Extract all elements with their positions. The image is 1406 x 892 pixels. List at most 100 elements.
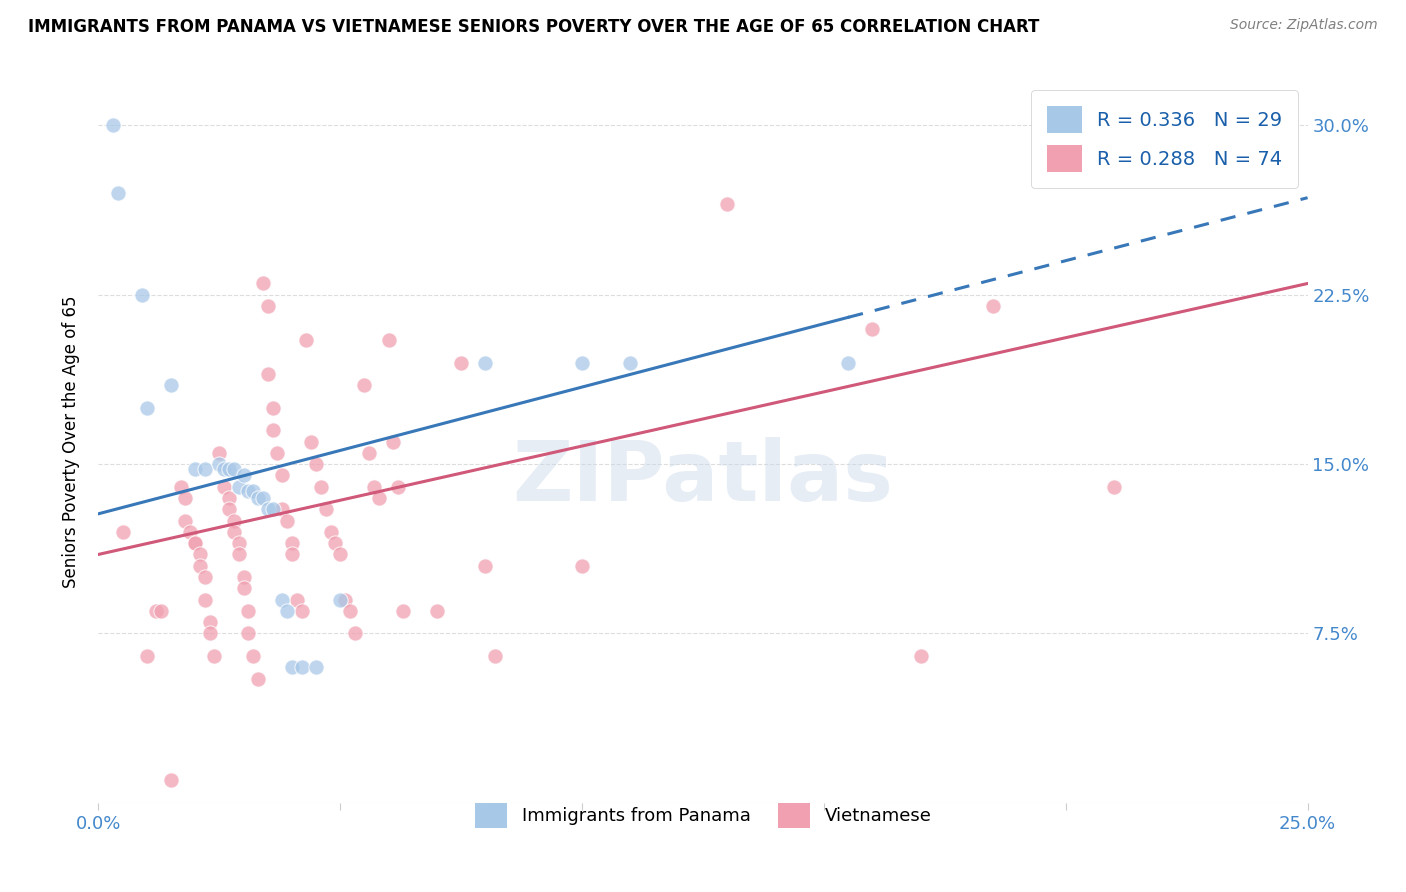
Point xyxy=(232,570,254,584)
Point xyxy=(285,592,308,607)
Point xyxy=(315,502,337,516)
Point xyxy=(247,672,270,686)
Point xyxy=(256,367,278,381)
Point xyxy=(305,457,328,471)
Point xyxy=(169,480,191,494)
Point xyxy=(266,446,288,460)
Point xyxy=(135,401,157,415)
Point xyxy=(271,592,294,607)
Point xyxy=(247,491,270,505)
Point xyxy=(160,378,183,392)
Point xyxy=(194,461,217,475)
Point xyxy=(387,480,409,494)
Point xyxy=(295,333,318,347)
Point xyxy=(382,434,405,449)
Point xyxy=(329,592,352,607)
Point xyxy=(194,592,217,607)
Point xyxy=(232,582,254,596)
Point xyxy=(242,648,264,663)
Point xyxy=(837,355,859,369)
Point xyxy=(208,457,231,471)
Point xyxy=(333,592,356,607)
Point xyxy=(353,378,375,392)
Point xyxy=(319,524,342,539)
Text: ZIPatlas: ZIPatlas xyxy=(513,437,893,518)
Point xyxy=(271,468,294,483)
Point xyxy=(256,502,278,516)
Point xyxy=(343,626,366,640)
Point xyxy=(218,491,240,505)
Point xyxy=(981,299,1004,313)
Point xyxy=(194,570,217,584)
Point xyxy=(212,480,235,494)
Point xyxy=(252,491,274,505)
Point xyxy=(188,558,211,573)
Point xyxy=(426,604,449,618)
Point xyxy=(204,648,226,663)
Point xyxy=(262,423,284,437)
Point xyxy=(571,558,593,573)
Point xyxy=(198,615,221,630)
Point xyxy=(339,604,361,618)
Y-axis label: Seniors Poverty Over the Age of 65: Seniors Poverty Over the Age of 65 xyxy=(62,295,80,588)
Point xyxy=(228,536,250,550)
Point xyxy=(910,648,932,663)
Point xyxy=(135,648,157,663)
Point xyxy=(484,648,506,663)
Point xyxy=(363,480,385,494)
Point xyxy=(619,355,641,369)
Point xyxy=(474,558,496,573)
Point xyxy=(184,461,207,475)
Point xyxy=(179,524,201,539)
Point xyxy=(222,524,245,539)
Point xyxy=(238,604,260,618)
Point xyxy=(252,277,274,291)
Point xyxy=(198,626,221,640)
Point xyxy=(101,119,124,133)
Point xyxy=(256,299,278,313)
Point xyxy=(860,321,883,335)
Point xyxy=(571,355,593,369)
Point xyxy=(222,461,245,475)
Point xyxy=(305,660,328,674)
Point xyxy=(290,604,312,618)
Legend: Immigrants from Panama, Vietnamese: Immigrants from Panama, Vietnamese xyxy=(465,794,941,837)
Point xyxy=(281,548,304,562)
Point xyxy=(228,548,250,562)
Point xyxy=(368,491,391,505)
Point xyxy=(392,604,415,618)
Point xyxy=(262,502,284,516)
Point xyxy=(150,604,173,618)
Point xyxy=(242,484,264,499)
Point xyxy=(208,446,231,460)
Point xyxy=(218,502,240,516)
Point xyxy=(377,333,399,347)
Point xyxy=(107,186,129,201)
Point xyxy=(359,446,381,460)
Text: IMMIGRANTS FROM PANAMA VS VIETNAMESE SENIORS POVERTY OVER THE AGE OF 65 CORRELAT: IMMIGRANTS FROM PANAMA VS VIETNAMESE SEN… xyxy=(28,18,1039,36)
Point xyxy=(329,548,352,562)
Point xyxy=(111,524,134,539)
Point xyxy=(174,514,197,528)
Point xyxy=(290,660,312,674)
Point xyxy=(160,773,183,788)
Point xyxy=(474,355,496,369)
Point xyxy=(1102,480,1125,494)
Point xyxy=(184,536,207,550)
Point xyxy=(188,548,211,562)
Point xyxy=(450,355,472,369)
Point xyxy=(238,484,260,499)
Point xyxy=(184,536,207,550)
Point xyxy=(222,514,245,528)
Point xyxy=(276,514,298,528)
Point xyxy=(174,491,197,505)
Point xyxy=(262,401,284,415)
Point xyxy=(281,660,304,674)
Point xyxy=(145,604,167,618)
Point xyxy=(716,197,738,211)
Point xyxy=(299,434,322,449)
Point xyxy=(212,461,235,475)
Text: Source: ZipAtlas.com: Source: ZipAtlas.com xyxy=(1230,18,1378,32)
Point xyxy=(271,502,294,516)
Point xyxy=(131,287,153,301)
